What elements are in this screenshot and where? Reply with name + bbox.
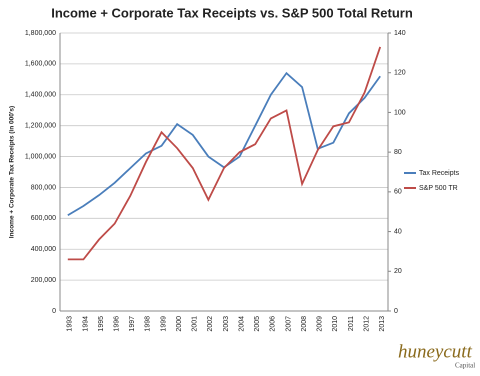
legend-label: Tax Receipts (419, 170, 460, 177)
y-tick-label: 1,200,000 (25, 123, 56, 130)
y2-tick-label: 40 (394, 228, 402, 235)
x-tick-label: 1996 (114, 316, 121, 332)
x-tick-label: 2011 (348, 316, 355, 331)
y2-tick-label: 100 (394, 109, 406, 116)
y-tick-label: 0 (52, 308, 56, 315)
x-tick-label: 2013 (379, 316, 386, 332)
x-tick-label: 2005 (254, 316, 261, 332)
x-tick-label: 2006 (270, 316, 277, 332)
y2-tick-label: 0 (394, 308, 398, 315)
x-tick-label: 2002 (207, 316, 214, 332)
y-tick-label: 1,600,000 (25, 61, 56, 68)
x-tick-label: 2009 (317, 316, 324, 332)
y2-tick-label: 60 (394, 189, 402, 196)
x-tick-label: 2008 (301, 316, 308, 332)
y-tick-label: 600,000 (31, 215, 56, 222)
x-tick-label: 1998 (145, 316, 152, 332)
y-tick-label: 800,000 (31, 184, 56, 191)
y2-tick-label: 140 (394, 30, 406, 37)
x-tick-label: 1999 (160, 316, 167, 332)
x-tick-label: 2003 (223, 316, 230, 332)
legend-label: S&P 500 TR (419, 185, 458, 192)
y-tick-label: 1,400,000 (25, 92, 56, 99)
y-axis-label: Income + Corporate Tax Receipts (in 000'… (9, 106, 16, 238)
y-tick-label: 200,000 (31, 277, 56, 284)
chart-title: Income + Corporate Tax Receipts vs. S&P … (51, 5, 413, 20)
line-series (67, 46, 382, 261)
y-tick-label: 1,000,000 (25, 153, 56, 160)
x-tick-label: 2007 (285, 316, 292, 332)
x-tick-label: 1993 (67, 316, 74, 332)
y2-tick-label: 20 (394, 268, 402, 275)
y-tick-label: 400,000 (31, 246, 56, 253)
x-tick-label: 2012 (363, 316, 370, 332)
y-tick-label: 1,800,000 (25, 30, 56, 37)
y2-tick-label: 80 (394, 149, 402, 156)
x-tick-label: 2004 (238, 316, 245, 332)
x-tick-label: 1997 (129, 316, 136, 332)
brand-sub: Capital (455, 362, 475, 370)
x-tick-label: 2010 (332, 316, 339, 332)
x-tick-label: 2000 (176, 316, 183, 332)
y2-tick-label: 120 (394, 70, 406, 77)
x-tick-label: 2001 (192, 316, 199, 332)
x-tick-label: 1995 (98, 316, 105, 332)
x-tick-label: 1994 (82, 316, 89, 332)
brand-logo: huneycutt (398, 341, 473, 362)
